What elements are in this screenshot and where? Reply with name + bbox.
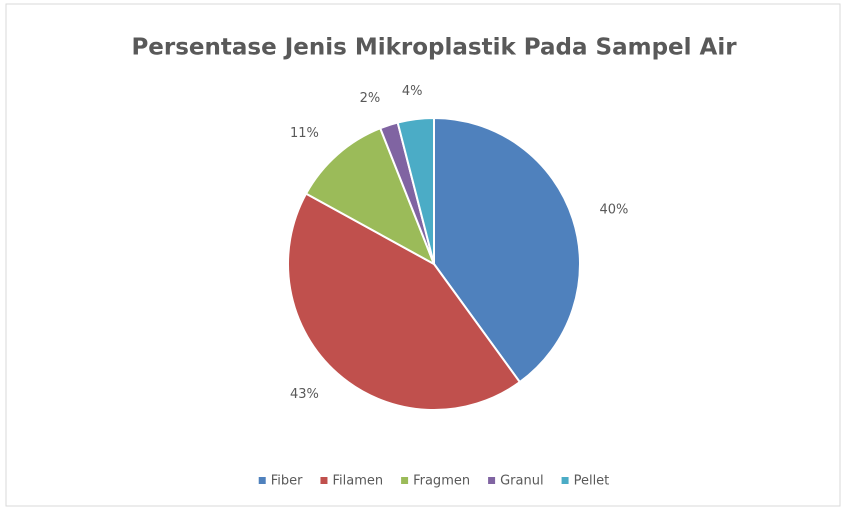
data-label: 40%: [599, 203, 628, 218]
legend-label: Fiber: [271, 474, 303, 489]
pie-slice: [304, 126, 436, 267]
legend-swatch: [401, 477, 409, 484]
data-label: 4%: [402, 84, 423, 99]
data-label: 43%: [290, 387, 319, 402]
chart-title: Persentase Jenis Mikroplastik Pada Sampe…: [131, 35, 737, 61]
legend-swatch: [258, 477, 266, 484]
legend-label: Fragmen: [413, 474, 470, 489]
legend-swatch: [320, 477, 328, 484]
pie-slice: [433, 116, 581, 384]
pie-slice: [396, 116, 435, 265]
legend-label: Granul: [500, 474, 543, 489]
legend-swatch: [488, 477, 496, 484]
legend-label: Pellet: [574, 474, 610, 489]
data-label: 2%: [360, 91, 381, 106]
pie-slice: [287, 192, 522, 411]
legend-label: Filamen: [332, 474, 383, 489]
data-label: 11%: [290, 126, 319, 141]
legend-swatch: [561, 477, 569, 484]
